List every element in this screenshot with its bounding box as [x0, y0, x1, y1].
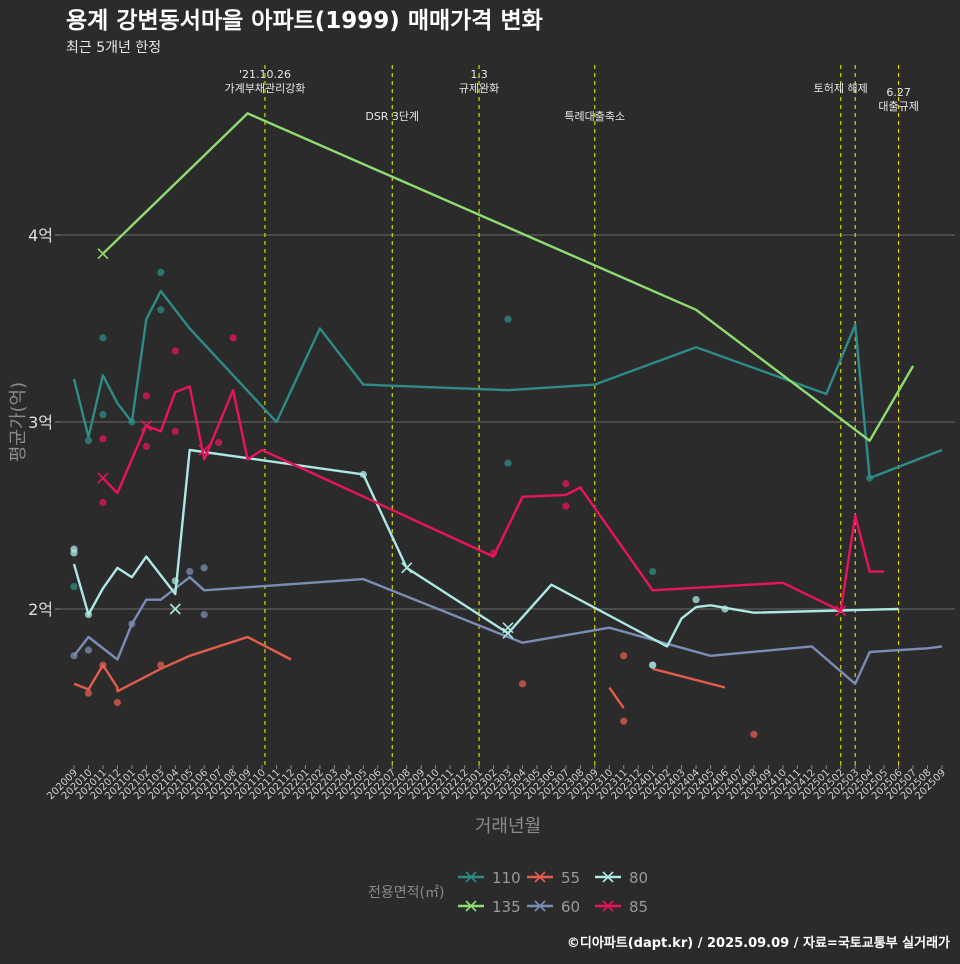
scatter-point — [562, 480, 570, 488]
scatter-point — [99, 498, 107, 507]
scatter-point — [692, 596, 700, 604]
data-series — [70, 112, 943, 738]
series-60 — [70, 564, 943, 685]
scatter-point — [620, 717, 628, 725]
scatter-point — [99, 435, 107, 443]
event-label: 6.27 — [886, 86, 911, 99]
series-segment — [608, 686, 625, 709]
series-135 — [97, 112, 915, 442]
series-55 — [73, 635, 758, 738]
series-85 — [97, 334, 885, 617]
chart-subtitle: 최근 5개년 한정 — [66, 40, 161, 56]
series-80 — [70, 448, 899, 669]
scatter-point — [113, 698, 121, 707]
x-marker — [502, 622, 514, 634]
scatter-point — [215, 438, 223, 447]
x-marker — [140, 420, 152, 432]
scatter-point — [186, 568, 194, 576]
event-label: '21.10.26 — [239, 68, 291, 81]
scatter-point — [84, 689, 93, 697]
scatter-point — [99, 334, 107, 342]
event-label: DSR 3단계 — [365, 110, 419, 123]
x-axis: 2020092020102020112020122021012021022021… — [45, 765, 948, 802]
scatter-point — [84, 437, 93, 445]
event-label: 가계부채관리강화 — [224, 82, 305, 95]
legend-label-110: 110 — [492, 869, 521, 887]
event-label: 특례대출축소 — [564, 110, 625, 123]
scatter-point — [229, 334, 237, 342]
scatter-point — [84, 646, 93, 654]
series-line — [102, 385, 885, 613]
series-line — [102, 112, 915, 442]
legend-key-marker — [534, 900, 546, 912]
legend-label-85: 85 — [629, 898, 648, 916]
series-line — [72, 448, 899, 648]
series-segment — [652, 667, 726, 689]
scatter-point — [200, 564, 208, 572]
event-label: 대출규제 — [878, 100, 918, 113]
x-marker — [198, 444, 210, 456]
legend-label-80: 80 — [629, 869, 648, 887]
scatter-point — [171, 347, 179, 355]
y-tick-label: 4억 — [28, 226, 53, 245]
y-tick-label: 2억 — [28, 600, 53, 619]
scatter-point — [504, 459, 512, 467]
legend-label-135: 135 — [492, 898, 521, 916]
x-marker — [97, 248, 109, 260]
legend-label-60: 60 — [561, 898, 580, 916]
legend: 전용면적(㎡) 110 55 80 135 60 85 — [368, 869, 648, 916]
legend-title: 전용면적(㎡) — [368, 885, 444, 901]
series-line — [73, 635, 292, 693]
scatter-point — [649, 568, 657, 576]
legend-key-marker — [534, 871, 546, 883]
scatter-point — [518, 680, 527, 688]
scatter-point — [70, 582, 78, 591]
legend-key-marker — [602, 900, 614, 912]
x-axis-label: 거래년월 — [475, 816, 541, 837]
y-gridlines — [60, 234, 955, 610]
y-axis: 2억 3억 4억 — [28, 226, 60, 619]
legend-key-marker — [602, 871, 614, 883]
y-axis-label: 평균가(억) — [8, 382, 29, 462]
scatter-point — [504, 315, 512, 323]
scatter-point — [200, 611, 208, 619]
event-label: 1.3 — [470, 68, 488, 81]
x-marker — [169, 603, 181, 615]
legend-label-55: 55 — [561, 869, 580, 887]
scatter-point — [70, 545, 78, 553]
legend-key-marker — [465, 871, 477, 883]
scatter-point — [750, 730, 758, 738]
chart-title: 용계 강변동서마을 아파트(1999) 매매가격 변화 — [66, 8, 543, 34]
event-label: 규제완화 — [459, 82, 499, 95]
event-label: 토허제 해제 — [814, 81, 868, 95]
scatter-point — [620, 652, 628, 660]
scatter-point — [142, 392, 150, 400]
series-110 — [70, 268, 943, 591]
y-tick-label: 3억 — [28, 413, 53, 432]
scatter-point — [562, 502, 570, 510]
series-line — [72, 289, 943, 480]
x-marker — [401, 562, 413, 574]
scatter-point — [142, 442, 150, 450]
x-marker — [835, 605, 847, 617]
scatter-point — [99, 410, 107, 419]
scatter-point — [649, 661, 657, 669]
x-marker — [97, 472, 109, 484]
scatter-point — [157, 268, 165, 276]
credit-line: ©디아파트(dapt.kr) / 2025.09.09 / 자료=국토교통부 실… — [567, 935, 950, 951]
series-line — [73, 576, 943, 685]
scatter-point — [171, 427, 179, 435]
legend-key-marker — [465, 900, 477, 912]
scatter-point — [157, 306, 165, 314]
